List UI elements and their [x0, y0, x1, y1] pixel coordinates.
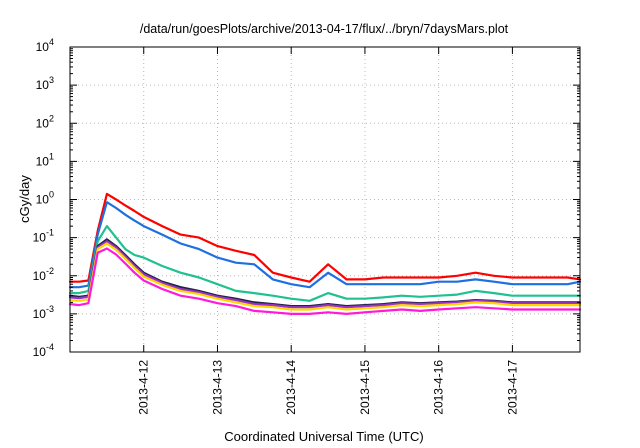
series-line-7 — [68, 247, 582, 315]
x-tick-label: 2013-4-12 — [137, 360, 151, 415]
x-axis-title: Coordinated Universal Time (UTC) — [224, 429, 423, 444]
x-tick-label: 2013-4-13 — [210, 360, 224, 415]
y-tick-label: 100 — [36, 190, 54, 207]
y-tick-label: 104 — [36, 37, 54, 54]
series-line-2 — [68, 201, 582, 289]
x-tick-label: 2013-4-14 — [284, 360, 298, 415]
y-tick-label: 103 — [36, 75, 54, 92]
y-axis-title: cGy/day — [17, 175, 32, 223]
series-lines — [68, 192, 582, 315]
y-tick-label: 10-4 — [33, 342, 54, 359]
series-line-5 — [68, 240, 582, 309]
y-tick-label: 10-3 — [33, 304, 54, 321]
series-line-6 — [68, 242, 582, 311]
y-tick-label: 101 — [36, 151, 54, 168]
x-axis-ticks: 2013-4-12 2013-4-13 2013-4-14 2013-4-15 2013… — [137, 47, 519, 415]
series-line-3 — [68, 225, 582, 302]
x-tick-label: 2013-4-16 — [432, 360, 446, 415]
x-tick-label: 2013-4-17 — [505, 360, 519, 415]
series-line-4 — [68, 238, 582, 308]
y-tick-label: 10-1 — [33, 228, 54, 245]
y-tick-label: 102 — [36, 113, 54, 130]
chart-title: /data/run/goesPlots/archive/2013-04-17/f… — [140, 22, 509, 36]
y-tick-label: 10-2 — [33, 266, 54, 283]
x-tick-label: 2013-4-15 — [358, 360, 372, 415]
series-line-1 — [68, 192, 582, 283]
